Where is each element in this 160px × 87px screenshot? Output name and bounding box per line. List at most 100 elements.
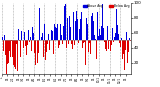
Bar bbox=[118, 34, 119, 40]
Bar bbox=[87, 34, 88, 40]
Bar bbox=[11, 40, 12, 41]
Bar bbox=[23, 40, 24, 48]
Bar bbox=[74, 40, 75, 45]
Bar bbox=[43, 40, 44, 57]
Bar bbox=[18, 29, 19, 40]
Bar bbox=[79, 29, 80, 40]
Bar bbox=[75, 21, 76, 40]
Bar bbox=[56, 27, 57, 40]
Bar bbox=[59, 12, 60, 40]
Bar bbox=[120, 40, 121, 47]
Bar bbox=[26, 40, 27, 55]
Bar bbox=[27, 40, 28, 45]
Bar bbox=[70, 27, 71, 40]
Bar bbox=[128, 40, 129, 42]
Bar bbox=[93, 21, 94, 40]
Bar bbox=[82, 40, 83, 48]
Bar bbox=[52, 31, 53, 40]
Bar bbox=[68, 40, 69, 44]
Bar bbox=[5, 40, 6, 55]
Bar bbox=[77, 19, 78, 40]
Bar bbox=[29, 40, 30, 42]
Bar bbox=[125, 40, 126, 50]
Bar bbox=[55, 27, 56, 40]
Bar bbox=[25, 28, 26, 40]
Bar bbox=[96, 40, 97, 59]
Bar bbox=[91, 16, 92, 40]
Bar bbox=[8, 40, 9, 71]
Bar bbox=[127, 40, 128, 47]
Bar bbox=[80, 19, 81, 40]
Bar bbox=[124, 40, 125, 70]
Bar bbox=[51, 30, 52, 40]
Bar bbox=[67, 18, 68, 40]
Bar bbox=[2, 40, 3, 50]
Bar bbox=[86, 17, 87, 40]
Bar bbox=[89, 40, 90, 43]
Bar bbox=[3, 40, 4, 51]
Bar bbox=[35, 40, 36, 65]
Bar bbox=[111, 40, 112, 45]
Bar bbox=[49, 40, 50, 50]
Bar bbox=[107, 26, 108, 40]
Bar bbox=[113, 40, 114, 42]
Bar bbox=[19, 40, 20, 74]
Bar bbox=[100, 35, 101, 40]
Bar bbox=[73, 12, 74, 40]
Bar bbox=[30, 37, 31, 40]
Bar bbox=[10, 40, 11, 57]
Bar bbox=[9, 40, 10, 51]
Bar bbox=[123, 40, 124, 54]
Bar bbox=[34, 40, 35, 53]
Bar bbox=[13, 40, 14, 65]
Bar bbox=[101, 26, 102, 40]
Bar bbox=[39, 8, 40, 40]
Bar bbox=[99, 29, 100, 40]
Bar bbox=[31, 40, 32, 51]
Bar bbox=[106, 40, 107, 51]
Bar bbox=[60, 18, 61, 40]
Bar bbox=[105, 40, 106, 49]
Bar bbox=[129, 38, 130, 40]
Bar bbox=[64, 6, 65, 40]
Bar bbox=[15, 40, 16, 69]
Bar bbox=[90, 40, 91, 54]
Bar bbox=[119, 40, 120, 43]
Bar bbox=[45, 40, 46, 60]
Bar bbox=[117, 25, 118, 40]
Bar bbox=[37, 40, 38, 63]
Bar bbox=[33, 33, 34, 40]
Bar bbox=[71, 40, 72, 44]
Bar bbox=[98, 36, 99, 40]
Bar bbox=[58, 40, 59, 48]
Bar bbox=[38, 40, 39, 53]
Bar bbox=[121, 38, 122, 40]
Bar bbox=[115, 40, 116, 41]
Bar bbox=[14, 40, 15, 67]
Bar bbox=[21, 31, 22, 40]
Bar bbox=[76, 11, 77, 40]
Legend: Above Avg, Below Avg: Above Avg, Below Avg bbox=[83, 4, 130, 9]
Bar bbox=[28, 30, 29, 40]
Bar bbox=[7, 40, 8, 57]
Bar bbox=[42, 40, 43, 41]
Bar bbox=[81, 12, 82, 40]
Bar bbox=[110, 20, 111, 40]
Bar bbox=[63, 26, 64, 40]
Bar bbox=[130, 40, 131, 41]
Bar bbox=[41, 37, 42, 40]
Bar bbox=[66, 40, 67, 48]
Bar bbox=[104, 40, 105, 42]
Bar bbox=[102, 4, 103, 40]
Bar bbox=[61, 35, 62, 40]
Bar bbox=[122, 40, 123, 59]
Bar bbox=[47, 34, 48, 40]
Bar bbox=[94, 35, 95, 40]
Bar bbox=[62, 40, 63, 44]
Bar bbox=[4, 35, 5, 40]
Bar bbox=[88, 38, 89, 40]
Bar bbox=[108, 40, 109, 49]
Bar bbox=[6, 40, 7, 74]
Bar bbox=[46, 40, 47, 52]
Bar bbox=[32, 27, 33, 40]
